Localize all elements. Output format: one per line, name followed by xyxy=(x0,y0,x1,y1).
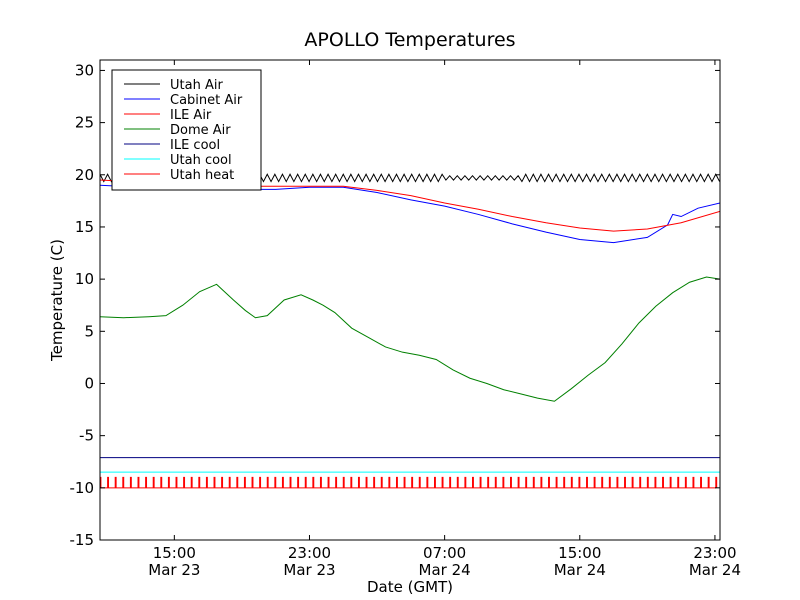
x-tick-date-label: Mar 24 xyxy=(419,561,471,579)
y-tick-label: 30 xyxy=(75,61,94,79)
legend-label-ile-air: ILE Air xyxy=(170,108,212,123)
plot-frame xyxy=(99,59,721,541)
legend-label-ile-cool: ILE cool xyxy=(170,138,220,153)
x-axis-label: Date (GMT) xyxy=(367,578,453,596)
y-tick-label: 10 xyxy=(75,270,94,288)
x-tick-date-label: Mar 24 xyxy=(689,561,741,579)
series-line-utah-heat xyxy=(100,476,718,489)
legend-label-utah-heat: Utah heat xyxy=(170,168,234,183)
chart-title: APOLLO Temperatures xyxy=(304,29,515,51)
legend-label-cabinet-air: Cabinet Air xyxy=(170,93,243,108)
y-tick-label: 5 xyxy=(84,322,94,340)
y-axis: 30 25 20 15 10 5 0 -5 -10 -15 xyxy=(70,61,720,549)
series-line-dome-air xyxy=(100,276,720,402)
x-tick-time-label: 07:00 xyxy=(423,544,466,562)
y-tick-label: 15 xyxy=(75,218,94,236)
legend-label-utah-air: Utah Air xyxy=(170,78,223,93)
legend-label-dome-air: Dome Air xyxy=(170,123,231,138)
x-tick-date-label: Mar 23 xyxy=(283,561,335,579)
x-tick-time-label: 15:00 xyxy=(153,544,196,562)
y-tick-label: -15 xyxy=(70,531,95,549)
x-tick-date-label: Mar 24 xyxy=(554,561,606,579)
x-tick-time-label: 23:00 xyxy=(693,544,736,562)
legend-box xyxy=(111,69,262,191)
x-tick-time-label: 15:00 xyxy=(558,544,601,562)
y-tick-label: -5 xyxy=(79,427,94,445)
y-axis-label: Temperature (C) xyxy=(48,239,66,362)
y-tick-label: 25 xyxy=(75,114,94,132)
legend-label-utah-cool: Utah cool xyxy=(170,153,232,168)
y-tick-label: 0 xyxy=(84,374,94,392)
y-tick-label: -10 xyxy=(70,479,95,497)
x-tick-time-label: 23:00 xyxy=(288,544,331,562)
x-tick-date-label: Mar 23 xyxy=(148,561,200,579)
y-tick-label: 20 xyxy=(75,166,94,184)
